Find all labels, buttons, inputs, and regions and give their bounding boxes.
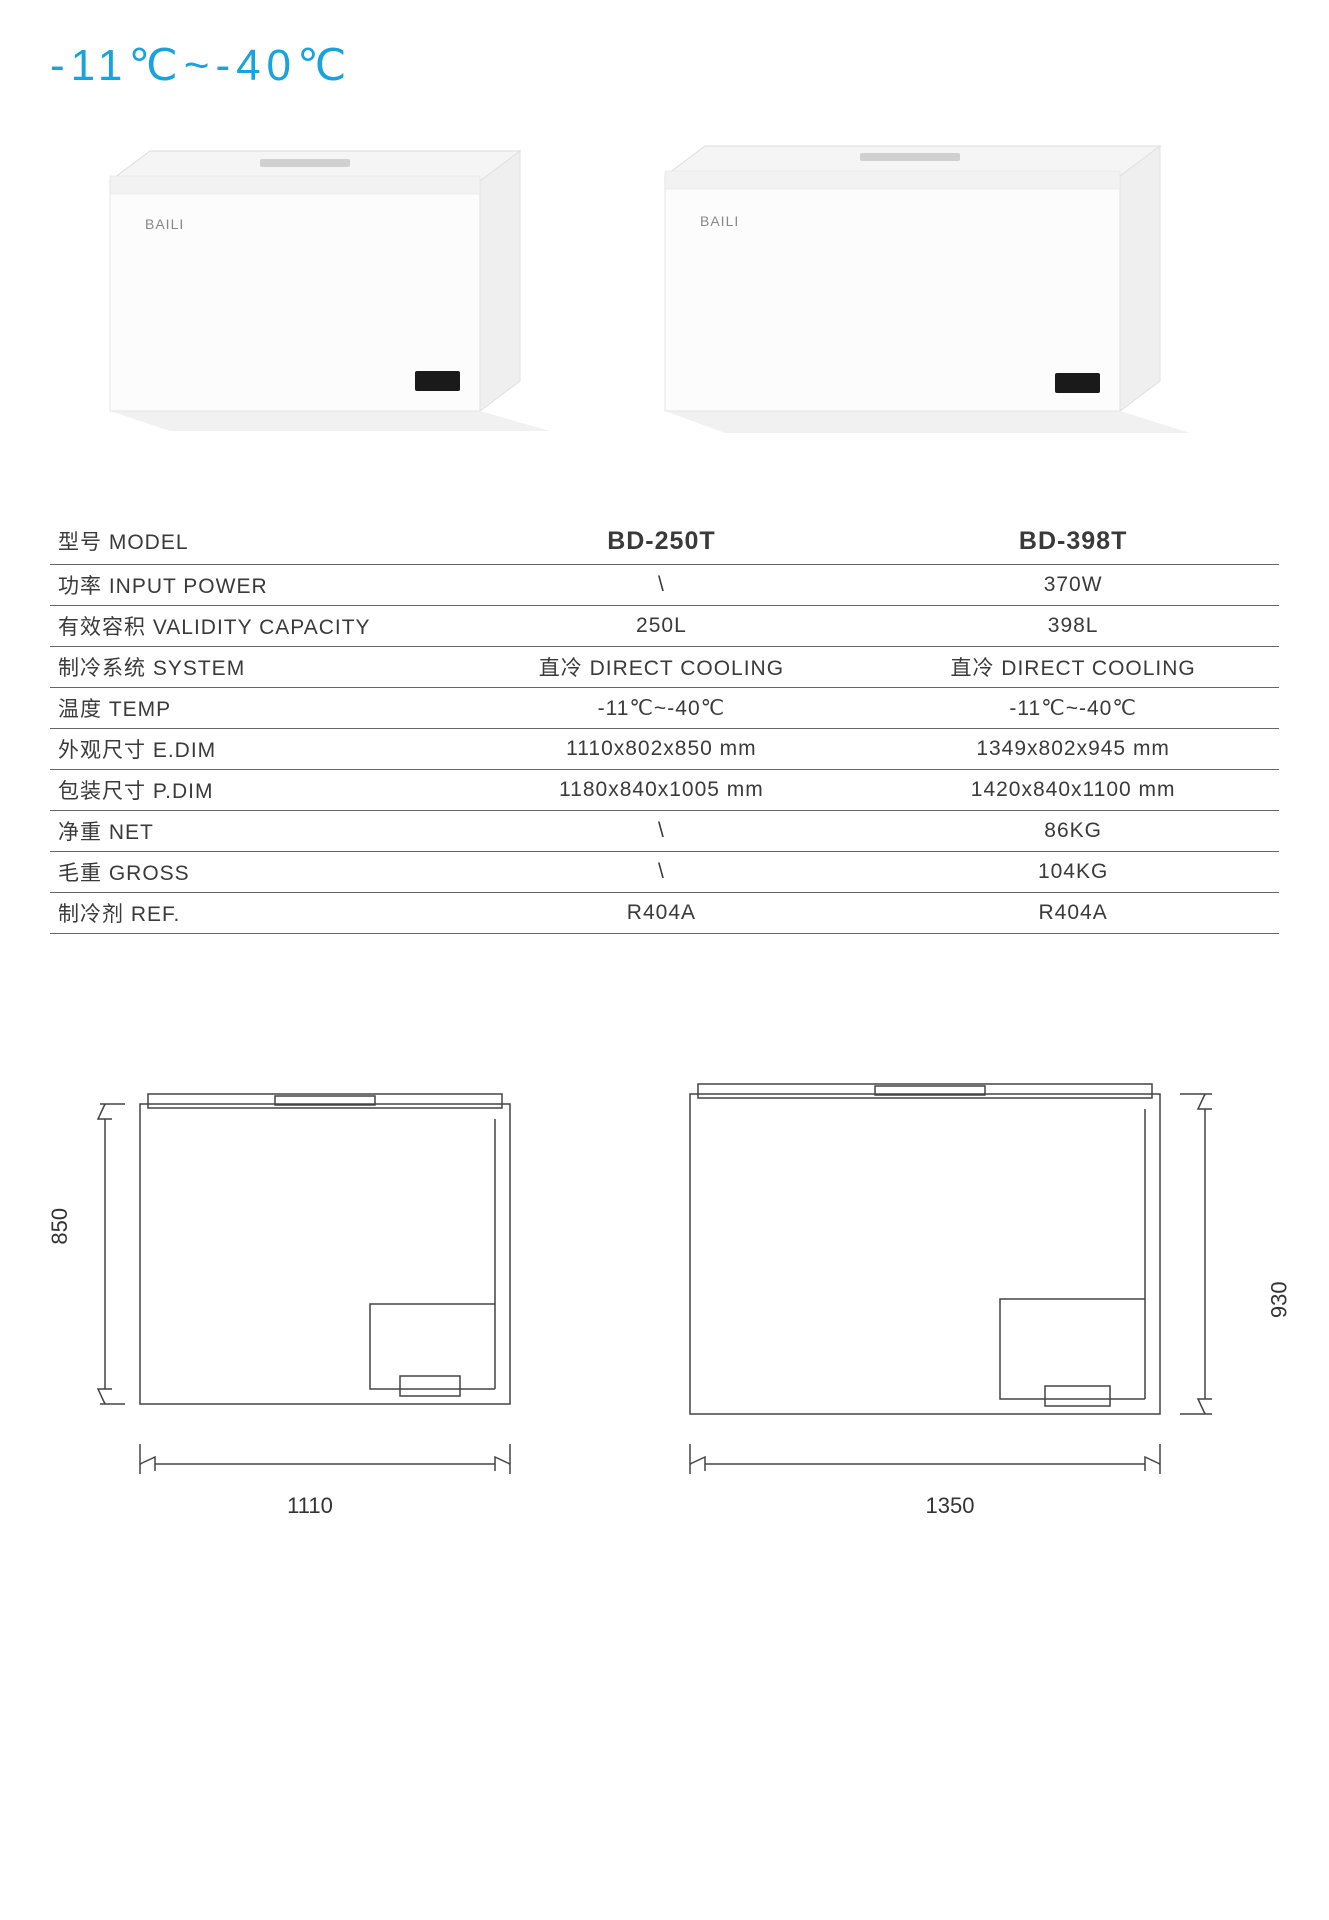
brand-logo: BAILI — [145, 216, 184, 232]
spec-value: 398L — [867, 606, 1279, 647]
spec-value: \ — [456, 852, 868, 893]
spec-value: R404A — [456, 893, 868, 934]
table-header-col2: BD-398T — [867, 521, 1279, 565]
product-image-bd398t: BAILI — [640, 121, 1200, 441]
spec-label: 制冷系统 SYSTEM — [50, 647, 456, 688]
table-row: 温度 TEMP-11℃~-40℃-11℃~-40℃ — [50, 688, 1279, 729]
table-row: 包装尺寸 P.DIM1180x840x1005 mm1420x840x1100 … — [50, 770, 1279, 811]
spec-label: 外观尺寸 E.DIM — [50, 729, 456, 770]
spec-value: 直冷 DIRECT COOLING — [456, 647, 868, 688]
spec-label: 温度 TEMP — [50, 688, 456, 729]
spec-table: 型号 MODELBD-250TBD-398T功率 INPUT POWER\370… — [50, 521, 1279, 934]
spec-value: 1180x840x1005 mm — [456, 770, 868, 811]
diagram1-width-label: 1110 — [287, 1493, 333, 1519]
spec-value: 1420x840x1100 mm — [867, 770, 1279, 811]
table-row: 功率 INPUT POWER\370W — [50, 565, 1279, 606]
spec-value: -11℃~-40℃ — [456, 688, 868, 729]
spec-value: \ — [456, 811, 868, 852]
diagram-bd250t: 850 1110 — [70, 1074, 550, 1514]
product-images-row: BAILI BAILI — [50, 121, 1279, 441]
table-header-col1: BD-250T — [456, 521, 868, 565]
table-row: 制冷系统 SYSTEM直冷 DIRECT COOLING直冷 DIRECT CO… — [50, 647, 1279, 688]
diagram1-height-label: 850 — [47, 1208, 73, 1245]
spec-value: 86KG — [867, 811, 1279, 852]
spec-label: 功率 INPUT POWER — [50, 565, 456, 606]
spec-label: 毛重 GROSS — [50, 852, 456, 893]
diagram2-width-label: 1350 — [926, 1493, 975, 1519]
spec-value: 370W — [867, 565, 1279, 606]
table-row: 有效容积 VALIDITY CAPACITY250L398L — [50, 606, 1279, 647]
spec-label: 有效容积 VALIDITY CAPACITY — [50, 606, 456, 647]
spec-value: 250L — [456, 606, 868, 647]
spec-label: 包装尺寸 P.DIM — [50, 770, 456, 811]
page-title: -11℃~-40℃ — [50, 40, 1279, 91]
spec-value: 104KG — [867, 852, 1279, 893]
table-header-label: 型号 MODEL — [50, 521, 456, 565]
spec-value: \ — [456, 565, 868, 606]
diagram-bd398t: 930 1350 — [650, 1074, 1250, 1514]
table-row: 毛重 GROSS\104KG — [50, 852, 1279, 893]
table-row: 外观尺寸 E.DIM1110x802x850 mm1349x802x945 mm — [50, 729, 1279, 770]
spec-value: 1349x802x945 mm — [867, 729, 1279, 770]
spec-value: 1110x802x850 mm — [456, 729, 868, 770]
spec-value: -11℃~-40℃ — [867, 688, 1279, 729]
spec-value: R404A — [867, 893, 1279, 934]
diagram2-height-label: 930 — [1267, 1281, 1293, 1318]
spec-value: 直冷 DIRECT COOLING — [867, 647, 1279, 688]
spec-label: 制冷剂 REF. — [50, 893, 456, 934]
spec-label: 净重 NET — [50, 811, 456, 852]
product-image-bd250t: BAILI — [80, 121, 560, 441]
dimension-diagrams: 850 1110 — [50, 1074, 1279, 1514]
table-row: 制冷剂 REF.R404AR404A — [50, 893, 1279, 934]
table-row: 净重 NET\86KG — [50, 811, 1279, 852]
brand-logo: BAILI — [700, 213, 739, 229]
